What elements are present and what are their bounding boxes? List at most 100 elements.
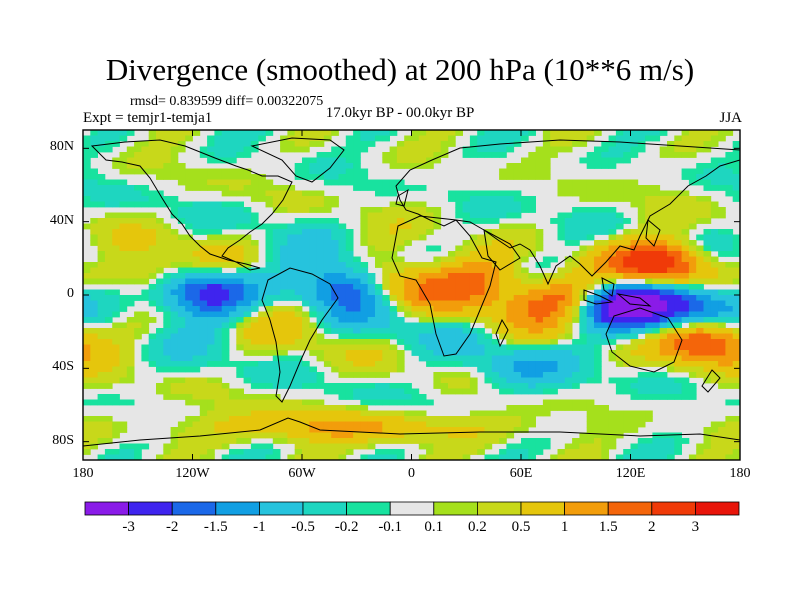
field-cell: [667, 218, 675, 224]
field-cell: [309, 157, 317, 164]
field-cell: [185, 383, 193, 389]
field-cell: [250, 410, 259, 417]
field-cell: [469, 278, 478, 285]
field-cell: [243, 306, 252, 312]
field-cell: [586, 311, 595, 318]
field-cell: [141, 168, 150, 175]
field-cell: [338, 289, 347, 296]
field-cell: [674, 350, 682, 356]
field-cell: [97, 256, 106, 263]
field-cell: [338, 322, 347, 329]
field-cell: [550, 333, 558, 340]
field-cell: [564, 361, 573, 367]
field-cell: [353, 273, 361, 279]
field-cell: [659, 361, 668, 367]
field-cell: [338, 157, 347, 164]
field-cell: [97, 295, 106, 301]
field-cell: [316, 410, 325, 417]
field-cell: [477, 212, 485, 219]
field-cell: [185, 328, 193, 334]
field-cell: [214, 267, 223, 274]
field-cell: [477, 152, 485, 158]
field-cell: [718, 295, 726, 301]
field-cell: [448, 190, 456, 197]
field-cell: [229, 262, 237, 268]
field-cell: [309, 322, 317, 329]
field-cell: [491, 245, 500, 252]
field-cell: [725, 317, 734, 323]
field-cell: [294, 207, 303, 213]
field-cell: [367, 273, 376, 279]
field-cell: [309, 229, 317, 235]
field-cell: [718, 443, 726, 450]
field-cell: [185, 377, 193, 384]
field-cell: [433, 278, 442, 285]
field-cell: [477, 311, 485, 318]
field-cell: [396, 394, 405, 400]
field-cell: [83, 339, 91, 345]
field-cell: [141, 163, 150, 169]
field-cell: [469, 289, 478, 296]
field-cell: [674, 240, 682, 246]
field-cell: [83, 438, 91, 444]
field-cell: [542, 350, 551, 356]
field-cell: [586, 262, 595, 268]
field-cell: [615, 273, 624, 279]
field-cell: [207, 322, 215, 329]
field-cell: [710, 174, 719, 180]
field-cell: [477, 130, 485, 136]
field-cell: [243, 377, 252, 384]
field-cell: [214, 350, 223, 356]
field-cell: [572, 438, 580, 444]
field-cell: [156, 333, 164, 340]
field-cell: [375, 229, 383, 235]
field-cell: [601, 240, 609, 246]
field-cell: [491, 432, 500, 439]
field-cell: [309, 245, 317, 252]
field-cell: [207, 284, 215, 290]
field-cell: [214, 262, 223, 268]
field-cell: [272, 306, 281, 312]
field-cell: [294, 405, 303, 411]
field-cell: [353, 256, 361, 263]
field-cell: [557, 383, 566, 389]
field-cell: [250, 240, 259, 246]
field-cell: [426, 399, 434, 406]
field-cell: [229, 212, 237, 219]
field-cell: [455, 207, 463, 213]
field-cell: [302, 262, 310, 268]
field-cell: [521, 383, 529, 389]
field-cell: [250, 245, 259, 252]
field-cell: [710, 157, 719, 164]
field-cell: [375, 284, 383, 290]
field-cell: [623, 383, 631, 389]
field-cell: [725, 361, 734, 367]
field-cell: [170, 306, 179, 312]
field-cell: [506, 245, 515, 252]
field-cell: [484, 295, 493, 301]
field-cell: [272, 377, 281, 384]
field-cell: [550, 152, 558, 158]
field-cell: [90, 372, 98, 378]
field-cell: [389, 207, 398, 213]
field-cell: [141, 212, 150, 219]
field-cell: [177, 344, 186, 351]
field-cell: [272, 366, 281, 373]
field-cell: [564, 454, 573, 460]
field-cell: [681, 135, 690, 142]
field-cell: [214, 355, 223, 362]
field-cell: [367, 416, 376, 422]
field-cell: [367, 372, 376, 378]
field-cell: [104, 366, 113, 373]
field-cell: [382, 300, 390, 307]
field-cell: [681, 295, 690, 301]
field-cell: [250, 251, 259, 257]
field-cell: [477, 201, 485, 208]
field-cell: [185, 284, 193, 290]
field-cell: [148, 223, 157, 230]
field-cell: [623, 350, 631, 356]
field-cell: [703, 454, 712, 460]
field-cell: [126, 234, 135, 241]
field-cell: [214, 135, 223, 142]
field-cell: [396, 229, 405, 235]
